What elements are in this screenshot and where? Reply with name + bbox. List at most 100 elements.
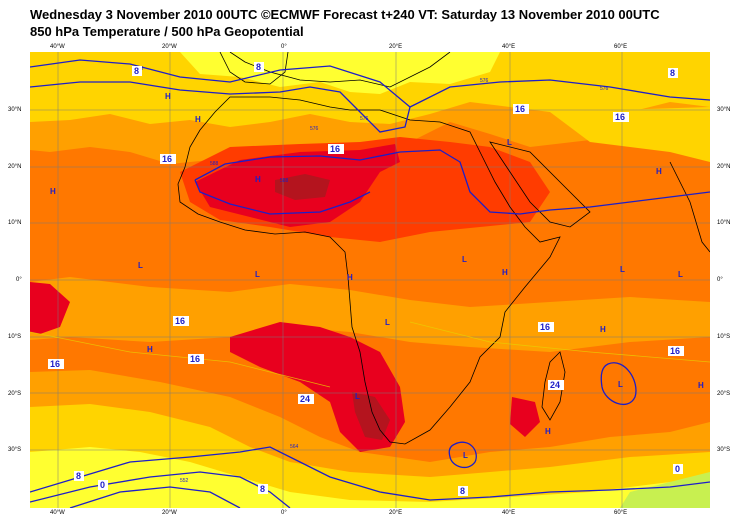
temp-field-south-0-8 — [30, 447, 710, 508]
contour-576-north — [30, 59, 411, 133]
svg-text:8: 8 — [260, 484, 265, 494]
chart-subtitle: 850 hPa Temperature / 500 hPa Geopotenti… — [30, 24, 304, 39]
bottom-lon-label: 40°W — [50, 510, 65, 516]
svg-text:16: 16 — [615, 112, 625, 122]
contour-value-label: 564 — [290, 444, 299, 450]
contour-588-lower — [194, 179, 371, 215]
contour-value-label: 552 — [180, 478, 189, 484]
svg-text:8: 8 — [460, 486, 465, 496]
low-pressure-marker: L — [507, 138, 512, 147]
temperature-value-label: 8 — [132, 66, 142, 76]
svg-text:16: 16 — [540, 322, 550, 332]
temperature-isotherms — [30, 321, 710, 388]
svg-text:16: 16 — [670, 346, 680, 356]
svg-text:16: 16 — [330, 144, 340, 154]
top-lon-label: 40°W — [50, 44, 65, 50]
low-pressure-marker: L — [463, 451, 468, 460]
low-pressure-marker: L — [462, 255, 467, 264]
contour-564-south — [30, 471, 291, 508]
contour-588-sahara — [194, 149, 710, 215]
bottom-lon-label: 0° — [281, 510, 287, 516]
svg-text:0: 0 — [100, 480, 105, 490]
bottom-lon-label: 20°W — [162, 510, 177, 516]
high-pressure-marker: H — [147, 345, 153, 354]
low-pressure-marker: L — [255, 270, 260, 279]
bottom-lon-label: 60°E — [614, 510, 628, 516]
contour-closed-L-east — [600, 362, 637, 406]
high-pressure-marker: H — [600, 325, 606, 334]
svg-text:8: 8 — [670, 68, 675, 78]
svg-text:16: 16 — [162, 154, 172, 164]
temperature-value-label: 0 — [98, 480, 108, 490]
high-pressure-marker: H — [165, 92, 171, 101]
contour-value-label: 576 — [310, 126, 319, 132]
temperature-value-label: 0 — [673, 464, 683, 474]
temp-field-west-24-28 — [30, 282, 70, 334]
temperature-value-label: 16 — [160, 154, 176, 164]
left-lat-label: 30°N — [8, 107, 22, 113]
temperature-value-label: 24 — [548, 380, 564, 390]
temperature-value-label: 16 — [513, 104, 529, 114]
right-lat-label: 20°N — [717, 164, 731, 170]
contour-value-label: 588 — [210, 161, 219, 167]
temperature-value-label: 16 — [188, 354, 204, 364]
temp-field-east-8-12 — [550, 107, 710, 162]
right-lat-label: 10°S — [717, 334, 731, 340]
high-pressure-marker: H — [656, 167, 662, 176]
high-pressure-marker: H — [502, 268, 508, 277]
graticule — [30, 52, 710, 508]
svg-text:0: 0 — [675, 464, 680, 474]
left-lat-label: 10°N — [8, 220, 22, 226]
top-lon-label: 0° — [281, 44, 287, 50]
temperature-value-label: 16 — [173, 316, 189, 326]
temperature-value-label: 16 — [328, 144, 344, 154]
left-lat-label: 20°N — [8, 164, 22, 170]
temperature-value-label: 8 — [668, 68, 678, 78]
temp-field-cold-green — [620, 472, 710, 508]
bottom-lon-label: 40°E — [502, 510, 516, 516]
temp-field-sahara-28plus — [275, 174, 330, 200]
coastline-africa — [177, 96, 561, 445]
temp-field-madagascar-24-28 — [510, 397, 540, 437]
high-pressure-marker: H — [195, 115, 201, 124]
temp-field-equator-12-16 — [30, 277, 710, 352]
low-pressure-marker: L — [355, 392, 360, 401]
temperature-value-label: 8 — [74, 471, 84, 481]
right-lat-label: 20°S — [717, 391, 731, 397]
svg-text:8: 8 — [76, 471, 81, 481]
high-pressure-marker: H — [545, 427, 551, 436]
geopotential-contours — [30, 59, 710, 508]
contour-value-label: 576 — [360, 116, 369, 122]
right-lat-label: 10°N — [717, 220, 731, 226]
left-lat-label: 0° — [16, 277, 22, 283]
svg-text:16: 16 — [50, 359, 60, 369]
left-lat-label: 20°S — [8, 391, 22, 397]
contour-576-east — [409, 79, 710, 108]
forecast-map: 5765765765765765885885645528888881616161… — [30, 52, 710, 508]
low-pressure-marker: L — [618, 380, 623, 389]
contour-576-south — [30, 446, 710, 501]
coastline-madagascar — [541, 351, 566, 421]
svg-text:24: 24 — [550, 380, 560, 390]
temperature-value-label: 16 — [48, 359, 64, 369]
contour-552-south — [69, 486, 241, 508]
temperature-value-label: 8 — [458, 486, 468, 496]
left-lat-label: 30°S — [8, 447, 22, 453]
svg-text:16: 16 — [515, 104, 525, 114]
top-lon-label: 60°E — [614, 44, 628, 50]
bottom-lon-label: 20°E — [389, 510, 403, 516]
contour-value-label: 576 — [600, 86, 609, 92]
coastline-iberia — [219, 52, 289, 85]
top-lon-label: 20°W — [162, 44, 177, 50]
svg-text:8: 8 — [134, 66, 139, 76]
right-lat-label: 30°S — [717, 447, 731, 453]
svg-text:8: 8 — [256, 62, 261, 72]
map-frame[interactable]: 5765765765765765885885645528888881616161… — [30, 52, 710, 508]
svg-text:16: 16 — [175, 316, 185, 326]
contour-closed-L-south — [448, 441, 477, 469]
coastline-arabia — [489, 141, 591, 228]
top-lon-label: 20°E — [389, 44, 403, 50]
top-lon-label: 40°E — [502, 44, 516, 50]
temperature-value-label: 16 — [668, 346, 684, 356]
svg-text:16: 16 — [190, 354, 200, 364]
